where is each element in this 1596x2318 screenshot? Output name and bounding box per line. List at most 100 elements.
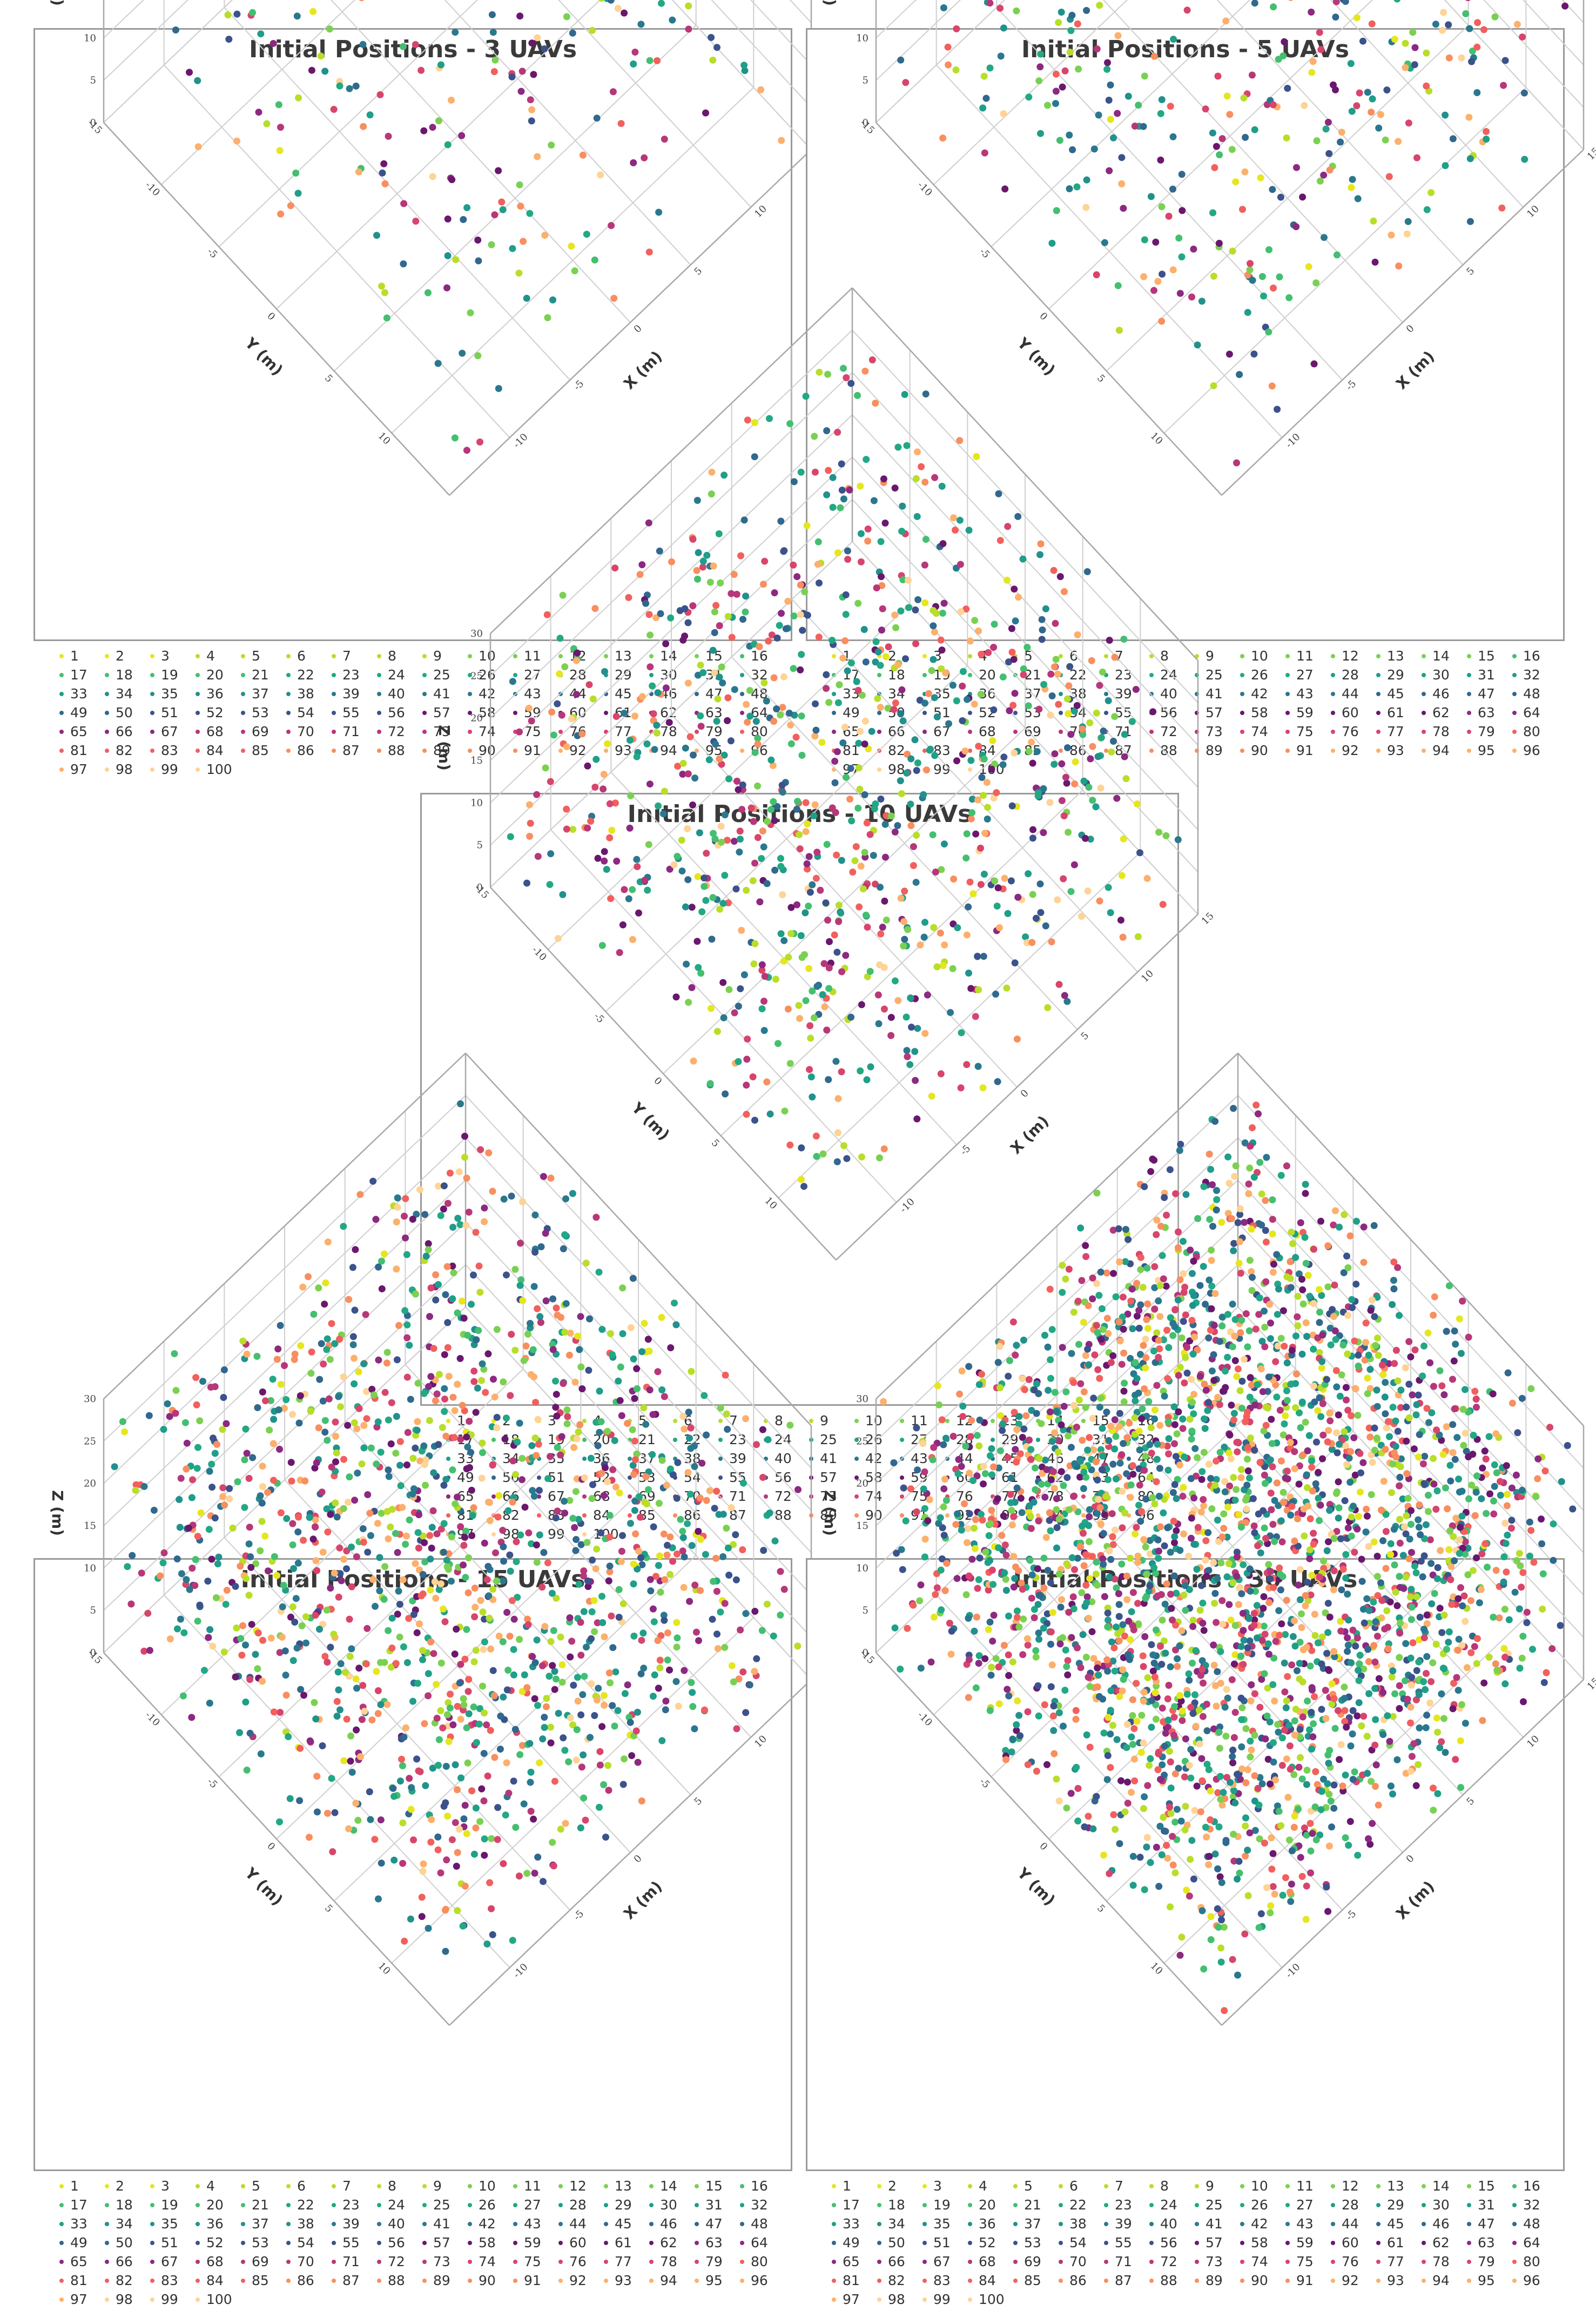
legend-marker <box>59 767 64 772</box>
data-point <box>503 1686 511 1694</box>
data-point <box>967 757 975 764</box>
data-point <box>838 968 845 975</box>
data-point <box>629 1275 637 1282</box>
legend-label: 76 <box>569 2254 587 2269</box>
data-point <box>738 806 746 813</box>
data-point <box>1008 625 1015 632</box>
legend-item: 77 <box>604 722 649 741</box>
legend-item: 57 <box>809 1468 854 1487</box>
data-point <box>465 1676 473 1683</box>
legend-label: 70 <box>297 2254 314 2269</box>
legend-label: 57 <box>820 1470 837 1485</box>
data-point <box>313 1773 321 1780</box>
data-point <box>1302 1190 1309 1197</box>
data-point <box>801 588 809 596</box>
data-point <box>464 1688 472 1695</box>
legend-item: 73 <box>422 722 468 741</box>
data-point <box>400 1643 407 1650</box>
data-point <box>1181 1283 1189 1291</box>
data-point <box>1004 910 1012 917</box>
data-point <box>908 1023 915 1031</box>
legend-item: 13 <box>604 2177 649 2195</box>
data-point <box>780 958 787 965</box>
legend-marker <box>695 2240 699 2245</box>
legend-label: 53 <box>252 2235 269 2250</box>
legend-label: 37 <box>252 686 269 702</box>
data-point <box>194 143 202 151</box>
data-point <box>270 40 277 47</box>
data-point <box>288 1477 295 1485</box>
grid-line <box>490 329 853 677</box>
legend-label: 25 <box>820 1432 837 1447</box>
data-point <box>921 699 928 707</box>
data-point <box>1245 1190 1252 1197</box>
data-point <box>516 181 523 188</box>
data-point <box>1158 318 1166 325</box>
data-point <box>237 1635 245 1642</box>
data-point <box>796 845 804 853</box>
data-point <box>204 1578 212 1585</box>
x-tick-label: 0 <box>632 323 644 335</box>
data-point <box>1105 97 1113 104</box>
y-tick-label: -15 <box>85 1647 104 1666</box>
data-point <box>1074 631 1081 638</box>
data-point <box>292 1595 300 1602</box>
legend-marker <box>1285 748 1290 753</box>
data-point <box>1439 26 1446 34</box>
data-point <box>1513 21 1521 28</box>
data-point <box>444 252 452 259</box>
data-point <box>843 773 850 781</box>
data-point <box>600 785 607 793</box>
data-point <box>760 843 767 851</box>
data-point <box>533 791 541 798</box>
data-point <box>290 1565 297 1572</box>
data-point <box>214 1560 221 1568</box>
data-point <box>443 1263 451 1270</box>
data-point <box>559 591 567 599</box>
data-point <box>841 637 849 644</box>
data-point <box>412 218 420 225</box>
legend-marker <box>59 729 64 734</box>
data-point <box>348 1583 355 1591</box>
data-point <box>381 180 389 187</box>
legend-item: 67 <box>922 722 968 741</box>
data-point <box>550 1862 557 1870</box>
data-point <box>658 1386 666 1393</box>
data-point <box>870 852 877 859</box>
data-point <box>376 1554 383 1561</box>
legend-item: 16 <box>740 2177 785 2195</box>
legend-item: 100 <box>196 2290 241 2309</box>
legend-marker <box>832 729 836 734</box>
data-point <box>638 1797 645 1805</box>
legend-marker <box>628 1494 632 1499</box>
data-point <box>621 710 628 717</box>
data-point <box>681 605 689 612</box>
data-point <box>735 1675 743 1683</box>
data-point <box>949 682 957 689</box>
y-tick-label: -5 <box>205 1776 219 1790</box>
data-point <box>320 1360 327 1368</box>
legend-marker <box>1376 710 1380 715</box>
legend-marker <box>468 653 472 658</box>
y-tick-label: -15 <box>472 882 491 901</box>
scatter-points <box>111 1100 802 1955</box>
legend-item: 76 <box>558 2252 604 2271</box>
data-point <box>421 1539 428 1546</box>
data-point <box>550 1627 557 1634</box>
data-point <box>624 1420 631 1427</box>
data-point <box>1067 27 1075 35</box>
data-point <box>764 1436 772 1444</box>
data-point <box>401 1212 408 1220</box>
data-point <box>939 134 947 142</box>
data-point <box>1037 909 1045 917</box>
data-point <box>1096 897 1103 905</box>
data-point <box>612 1483 619 1491</box>
legend-label: 83 <box>161 2273 178 2288</box>
data-point <box>1107 81 1114 89</box>
legend-marker <box>832 672 836 677</box>
data-point <box>481 1218 488 1225</box>
legend-label: 51 <box>161 2235 178 2250</box>
legend-marker <box>695 2278 699 2283</box>
data-point <box>571 267 578 274</box>
data-point <box>213 1440 220 1448</box>
